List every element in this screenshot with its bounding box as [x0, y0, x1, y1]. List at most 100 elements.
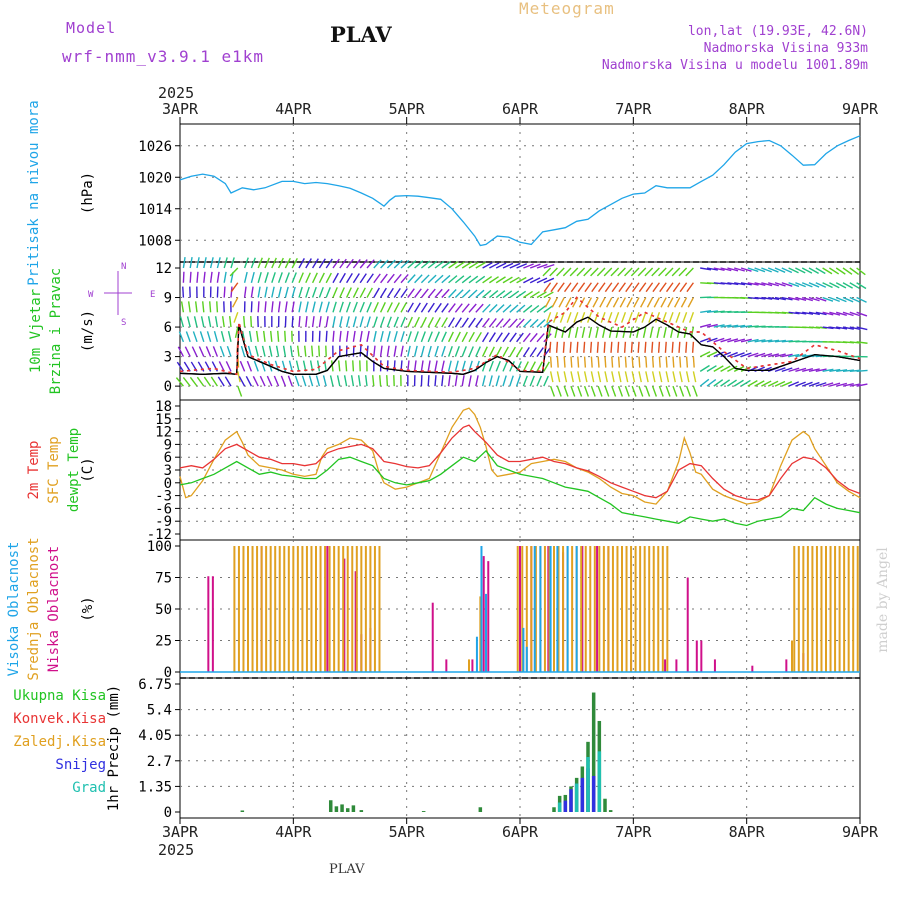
wind-arrow	[580, 312, 586, 323]
wind-arrow	[523, 277, 534, 284]
wind-arrow	[720, 282, 732, 285]
wind-arrow	[713, 379, 724, 387]
wind-arrow	[611, 356, 614, 368]
bar-srednja-oblacnost	[287, 546, 290, 672]
wind-arrow	[271, 257, 277, 269]
bar-visoka-oblacnost	[575, 546, 578, 672]
wind-arrow	[266, 375, 273, 387]
wind-arrow	[761, 380, 772, 387]
wind-arrow	[631, 371, 636, 383]
wind-arrow	[339, 272, 346, 284]
panel-title: dewpt Temp	[66, 428, 82, 512]
bar-srednja-oblacnost	[825, 546, 827, 672]
wind-arrow	[305, 301, 309, 313]
wind-arrow	[243, 286, 247, 298]
wind-arrow	[454, 275, 465, 284]
wind-arrow	[568, 326, 572, 338]
wind-arrow	[651, 385, 658, 397]
wind-arrow	[185, 331, 191, 343]
wind-arrow	[699, 351, 711, 358]
wind-arrow	[359, 316, 364, 328]
bar-srednja-oblacnost	[571, 546, 574, 672]
wind-arrow	[316, 360, 321, 372]
bar-srednja-oblacnost	[852, 546, 855, 672]
wind-arrow	[259, 375, 266, 387]
wind-arrow	[842, 382, 854, 387]
wind-arrow	[212, 346, 219, 357]
wind-arrow	[536, 375, 542, 387]
y-tick-label: 2.7	[147, 754, 172, 770]
wind-arrow	[747, 352, 759, 358]
wind-arrow	[720, 379, 731, 387]
wind-arrow	[420, 316, 427, 328]
wind-arrow	[699, 378, 710, 387]
wind-arrow	[549, 371, 554, 383]
bar-srednja-oblacnost	[251, 546, 254, 672]
wind-arrow	[350, 375, 355, 387]
wind-arrow	[359, 330, 363, 342]
bar-srednja-oblacnost	[666, 546, 669, 672]
wind-arrow	[495, 262, 507, 269]
wind-arrow	[346, 258, 354, 269]
x-tick-label-bottom: 6APR	[502, 823, 539, 841]
wind-arrow	[379, 375, 382, 387]
wind-arrow	[203, 271, 206, 283]
wind-arrow	[284, 272, 290, 284]
wind-arrow	[284, 330, 287, 342]
wind-arrow	[733, 379, 744, 387]
wind-arrow	[191, 346, 198, 357]
wind-arrow	[660, 297, 667, 308]
wind-arrow	[461, 375, 465, 387]
bar-srednja-oblacnost	[543, 546, 546, 672]
bar-niska-oblacnost	[547, 546, 550, 672]
wind-arrow	[774, 267, 786, 273]
wind-arrow	[740, 325, 753, 328]
wind-arrow	[651, 356, 655, 368]
wind-arrow	[468, 331, 475, 343]
wind-arrow	[822, 368, 834, 373]
wind-arrow	[179, 316, 185, 328]
wind-arrow	[243, 271, 248, 283]
wind-arrow	[318, 258, 326, 269]
wind-arrow	[386, 375, 389, 387]
header-station: PLAV	[330, 22, 392, 47]
wind-arrow	[461, 303, 470, 313]
wind-arrow	[747, 338, 759, 343]
wind-arrow	[561, 326, 565, 338]
wind-arrow	[434, 317, 441, 328]
wind-arrow	[706, 378, 717, 387]
bar-ukupna-kisa	[552, 807, 556, 812]
wind-arrow	[808, 282, 820, 288]
wind-arrow	[427, 345, 432, 357]
panel-title: Pritisak na nivou mora	[26, 100, 42, 285]
panel-unit: (hPa)	[80, 172, 96, 214]
wind-arrow	[461, 360, 466, 372]
wind-arrow	[569, 267, 579, 277]
wind-arrow	[482, 289, 492, 299]
wind-arrow	[441, 331, 447, 343]
bar-niska-oblacnost	[343, 558, 346, 672]
wind-arrow	[414, 288, 422, 298]
wind-arrow	[768, 282, 779, 287]
wind-arrow	[685, 341, 688, 353]
wind-arrow	[400, 288, 408, 298]
panel-wind: 0 3 6 9 12 10m Vjetar Brzina i Pravac (m/s) W E N S	[28, 257, 868, 401]
wind-arrow	[516, 332, 524, 343]
bar-srednja-oblacnost	[292, 546, 295, 672]
bar-snijeg	[563, 800, 568, 812]
wind-arrow	[373, 330, 377, 342]
wind-arrow	[734, 338, 746, 343]
panel-frame	[179, 123, 861, 263]
bar-ukupna-kisa	[603, 798, 607, 812]
wind-arrow	[569, 341, 572, 353]
wind-arrow	[570, 282, 579, 293]
wind-arrow	[522, 318, 532, 328]
wind-arrow	[311, 286, 317, 298]
wind-arrow	[584, 282, 592, 293]
wind-arrow	[203, 376, 212, 387]
wind-arrow	[247, 345, 253, 357]
wind-arrow	[802, 311, 814, 315]
wind-arrow	[277, 330, 280, 342]
wind-arrow	[509, 290, 520, 299]
